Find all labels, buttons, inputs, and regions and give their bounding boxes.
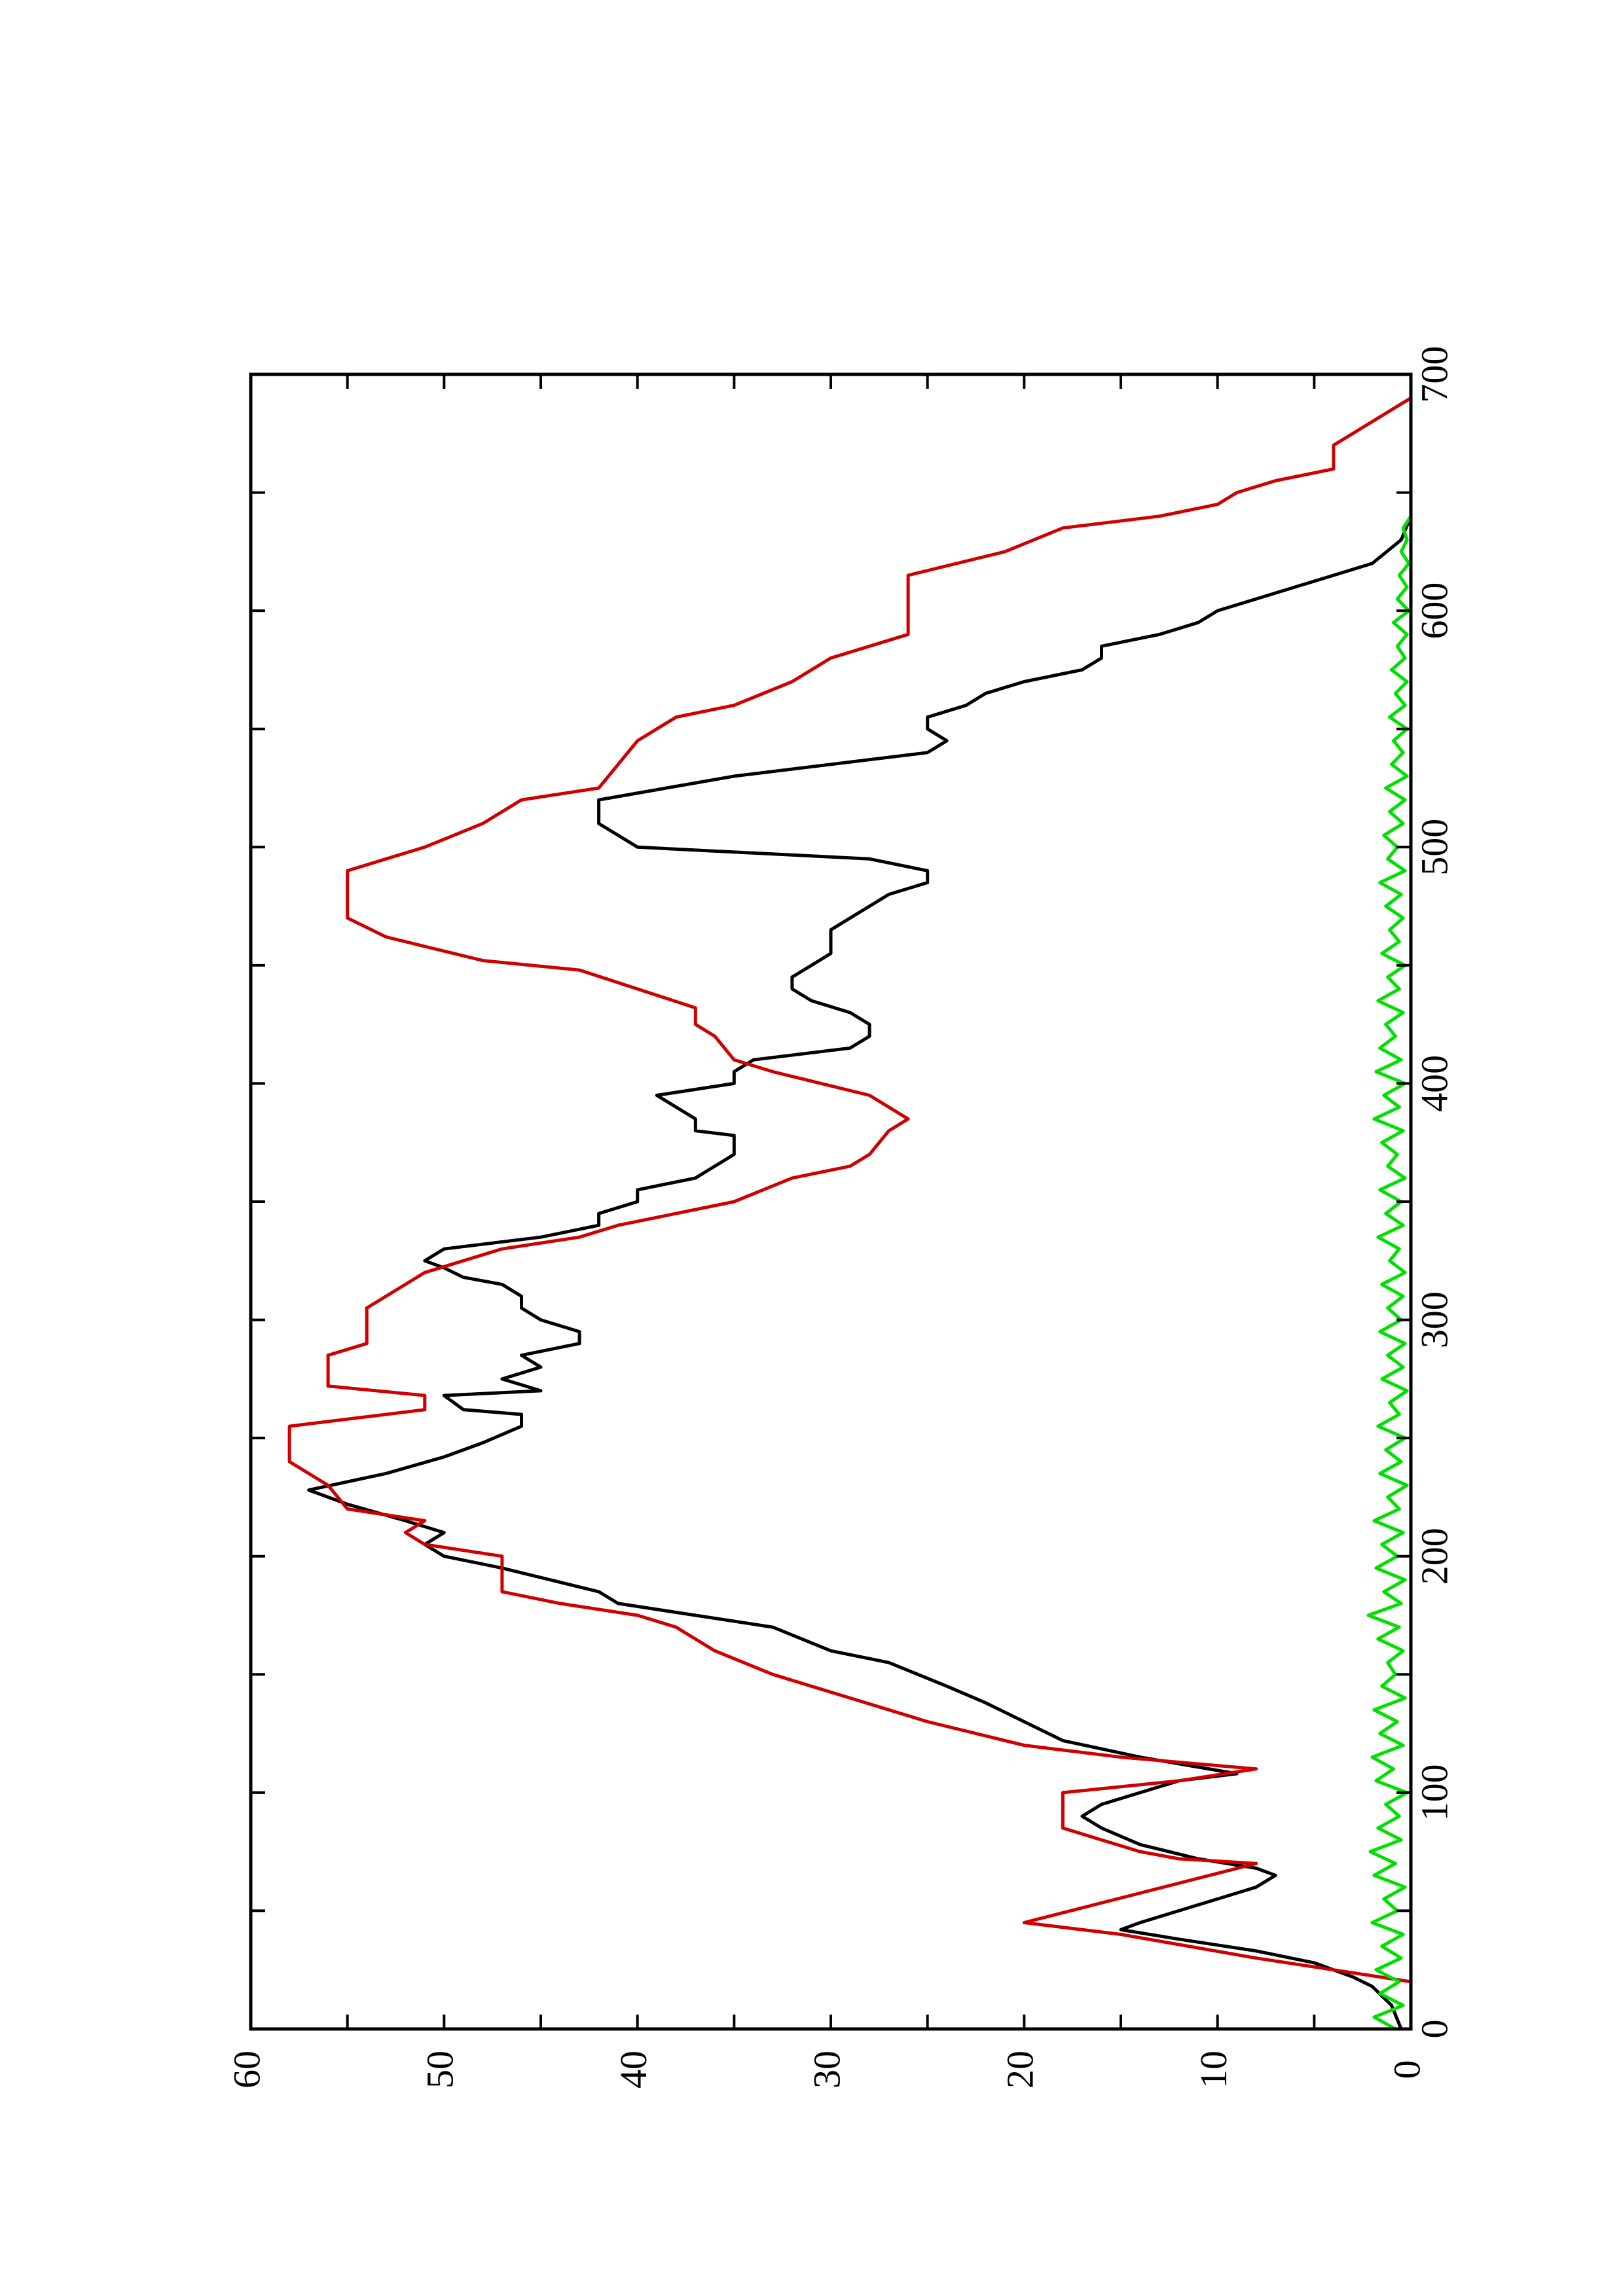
y-tick-label: 10 xyxy=(1192,2051,1235,2089)
y-tick-label: 60 xyxy=(225,2051,268,2089)
x-tick-label: 500 xyxy=(1413,819,1455,876)
x-tick-label: 400 xyxy=(1413,1055,1455,1112)
y-tick-label: 20 xyxy=(999,2051,1042,2089)
x-tick-label: 100 xyxy=(1413,1764,1455,1821)
plot-area xyxy=(287,374,1413,2031)
x-tick-label: 600 xyxy=(1413,583,1455,639)
y-tick-label: 30 xyxy=(805,2051,848,2089)
axis-tick-labels: 0 100 200 300 400 500 600 700 0 10 20 30 40 50 60 xyxy=(225,346,1455,2089)
y-tick-label: 50 xyxy=(419,2051,462,2089)
x-tick-label: 300 xyxy=(1413,1291,1455,1348)
x-tick-label: 0 xyxy=(1413,2020,1455,2039)
y-tick-label: 40 xyxy=(612,2051,655,2089)
y-tick-label: 0 xyxy=(1385,2060,1428,2079)
axis-ticks xyxy=(249,373,1412,2030)
series-line-1 xyxy=(307,515,1413,2030)
plot-frame xyxy=(249,372,1413,2031)
x-tick-label: 200 xyxy=(1413,1528,1455,1585)
series-line-2 xyxy=(287,374,1413,2029)
x-tick-label: 700 xyxy=(1413,346,1455,403)
series-line-3 xyxy=(1366,515,1413,2031)
